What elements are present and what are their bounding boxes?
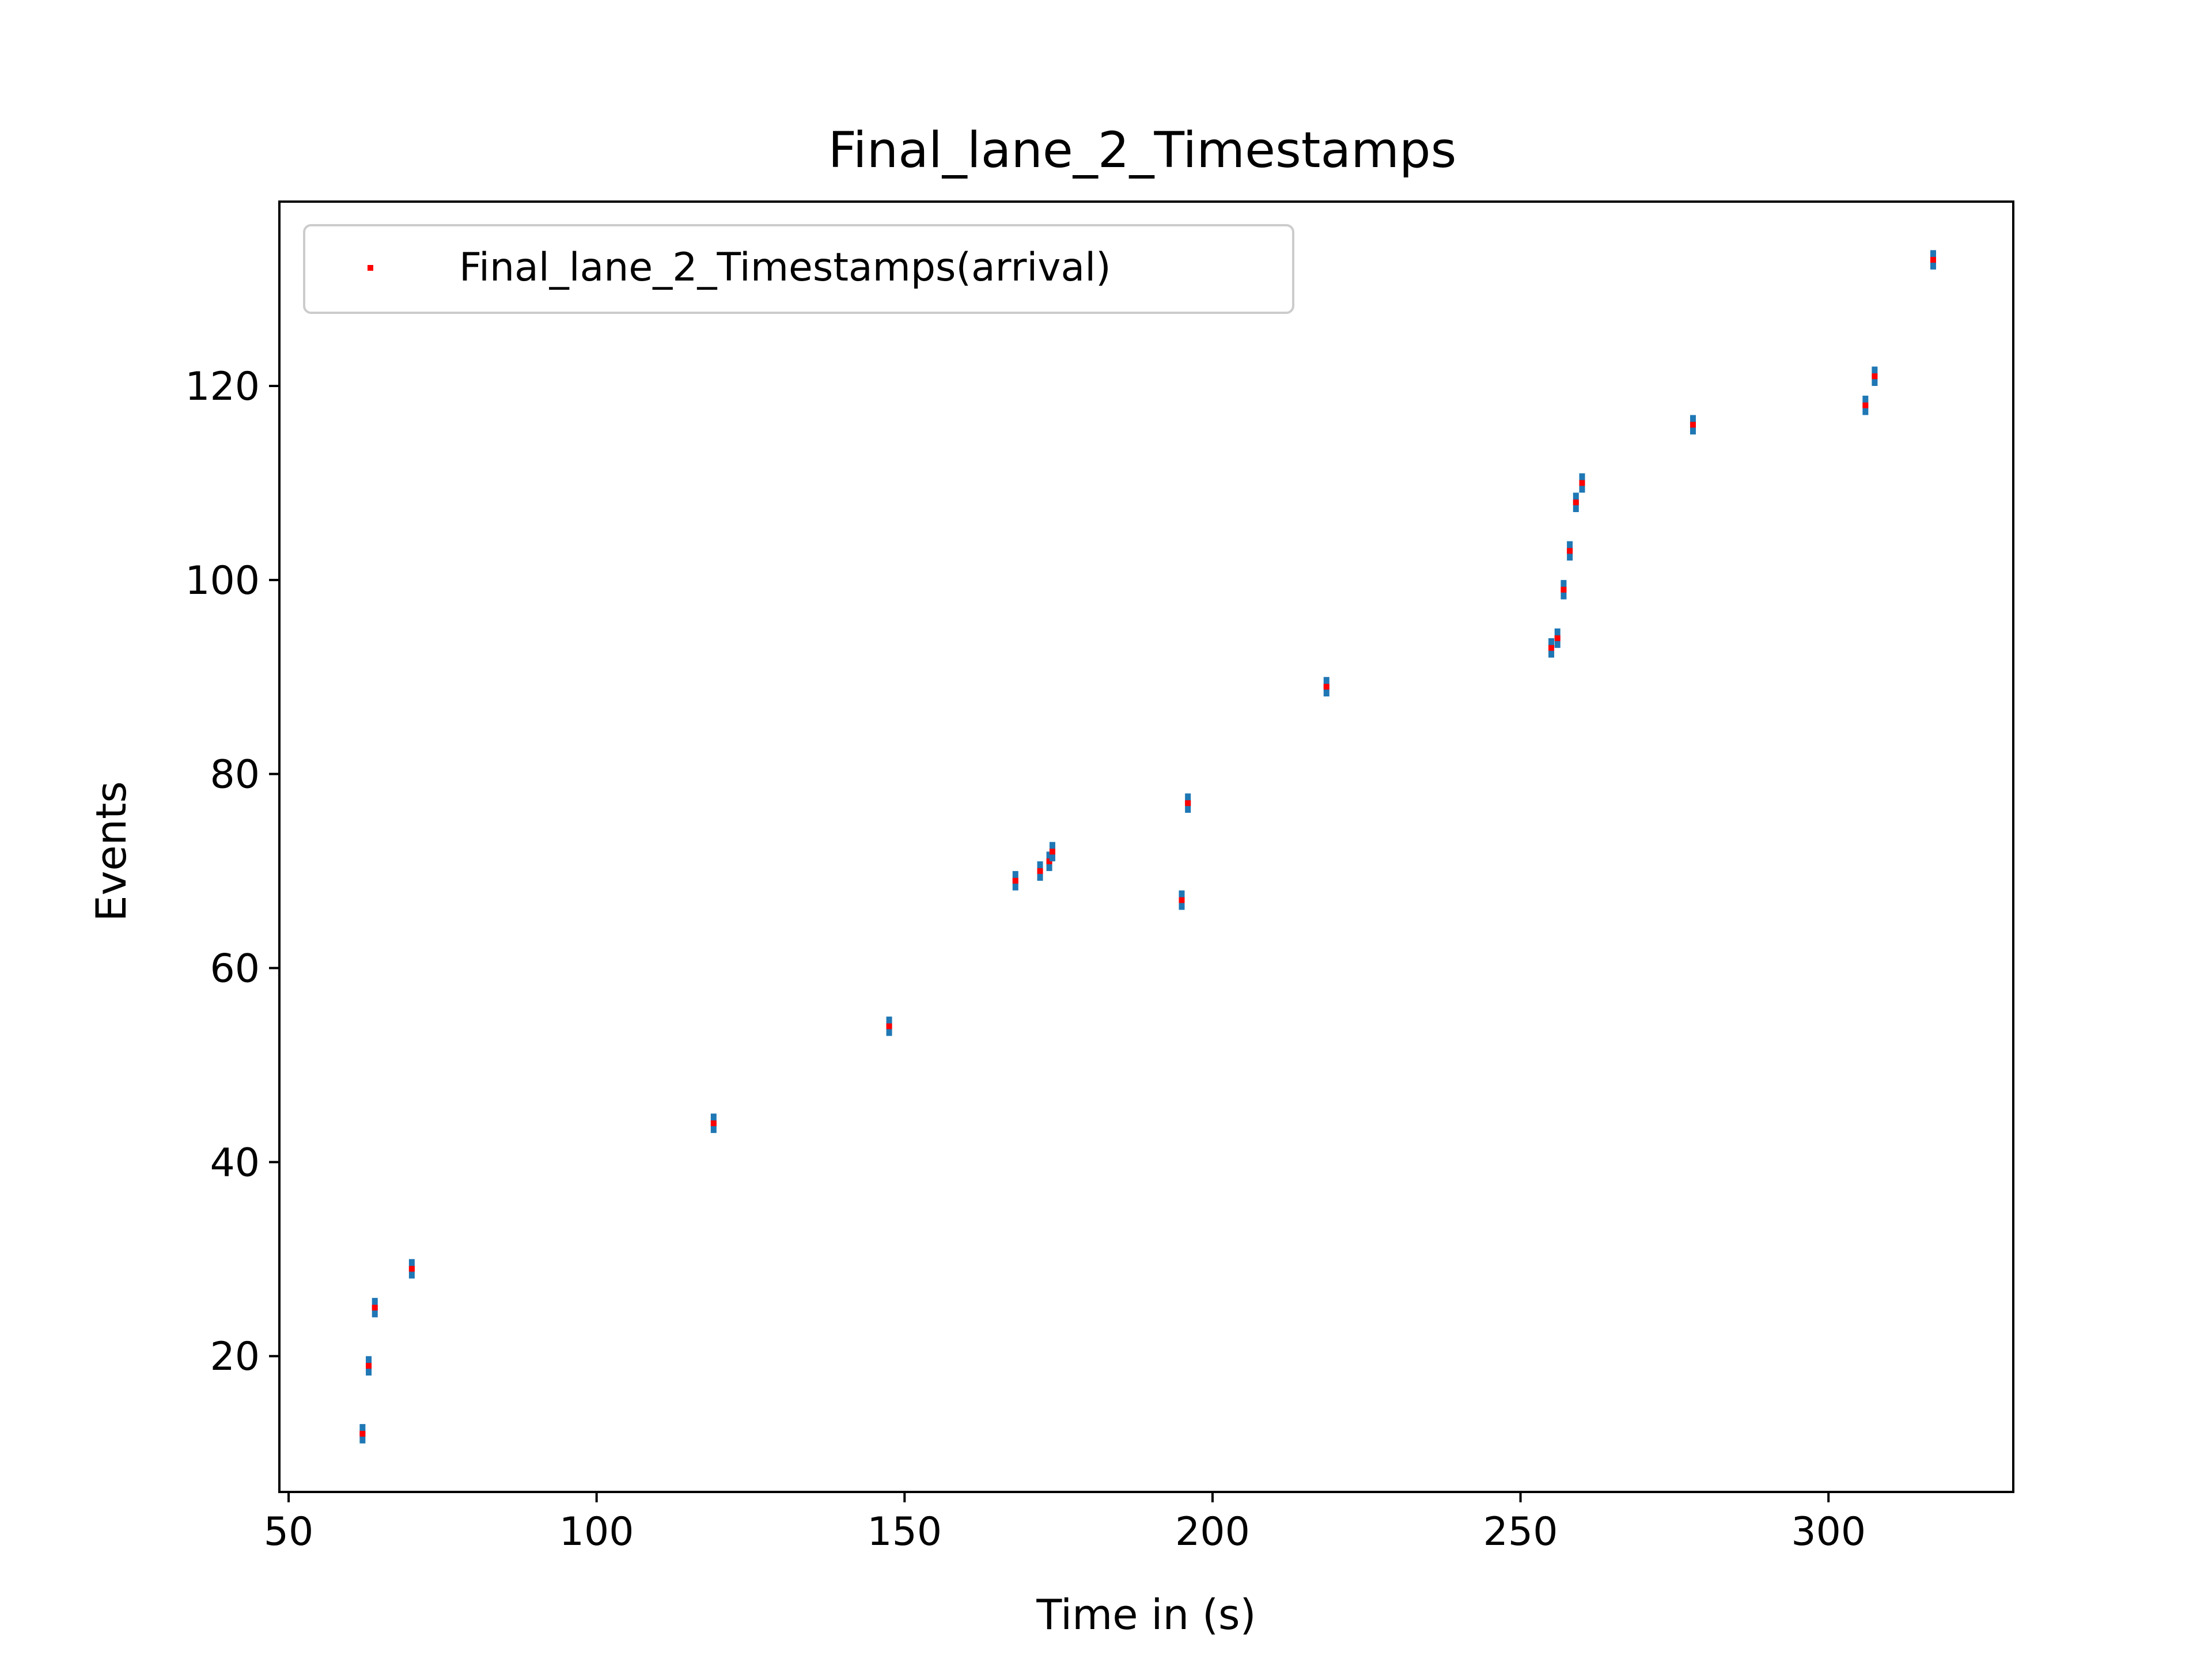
y-tick-label: 40	[210, 1140, 260, 1185]
data-point	[1049, 849, 1055, 855]
x-axis: 50 100 150 200 250 300	[264, 1492, 1866, 1555]
data-point	[1185, 800, 1191, 806]
data-point	[1560, 586, 1567, 593]
y-tick-label: 20	[210, 1334, 260, 1380]
x-axis-label: Time in (s)	[1036, 1590, 1256, 1639]
data-point	[1323, 684, 1330, 690]
legend: Final_lane_2_Timestamps(arrival)	[303, 224, 1294, 314]
x-tick-label: 50	[264, 1509, 314, 1555]
x-tick-label: 250	[1483, 1509, 1558, 1555]
data-point	[1012, 877, 1018, 884]
legend-entry-arrival: Final_lane_2_Timestamps(arrival)	[459, 245, 1111, 290]
data-point	[1567, 548, 1573, 554]
data-point	[1548, 645, 1555, 651]
y-tick-label: 120	[185, 364, 260, 410]
data-point	[408, 1266, 415, 1272]
data-point	[1690, 422, 1696, 428]
data-point	[1179, 897, 1185, 903]
data-point	[1862, 402, 1869, 408]
x-tick-label: 300	[1791, 1509, 1866, 1555]
data-point	[366, 1363, 372, 1369]
data-point	[1037, 868, 1043, 874]
data-point	[1930, 257, 1936, 263]
legend-box	[303, 224, 1294, 314]
legend-marker	[368, 265, 373, 271]
y-tick-label: 60	[210, 946, 260, 992]
data-point	[710, 1120, 717, 1126]
x-tick-label: 150	[867, 1509, 942, 1555]
chart-title: Final_lane_2_Timestamps	[828, 122, 1457, 179]
data-marks	[359, 250, 1936, 1444]
data-point	[1554, 635, 1560, 641]
plot-frame	[278, 200, 2014, 1493]
data-point	[886, 1023, 892, 1029]
data-point	[1872, 373, 1878, 380]
data-point	[1573, 499, 1579, 506]
y-axis-label: Events	[87, 781, 135, 922]
y-tick-label: 100	[185, 558, 260, 604]
x-tick-label: 100	[559, 1509, 634, 1555]
data-point	[1579, 480, 1585, 486]
data-point	[359, 1430, 366, 1437]
data-point	[1046, 858, 1052, 865]
y-tick-label: 80	[210, 752, 260, 798]
y-axis: 20 40 60 80 100 120	[185, 364, 279, 1380]
data-point	[372, 1305, 378, 1310]
x-tick-label: 200	[1175, 1509, 1250, 1555]
